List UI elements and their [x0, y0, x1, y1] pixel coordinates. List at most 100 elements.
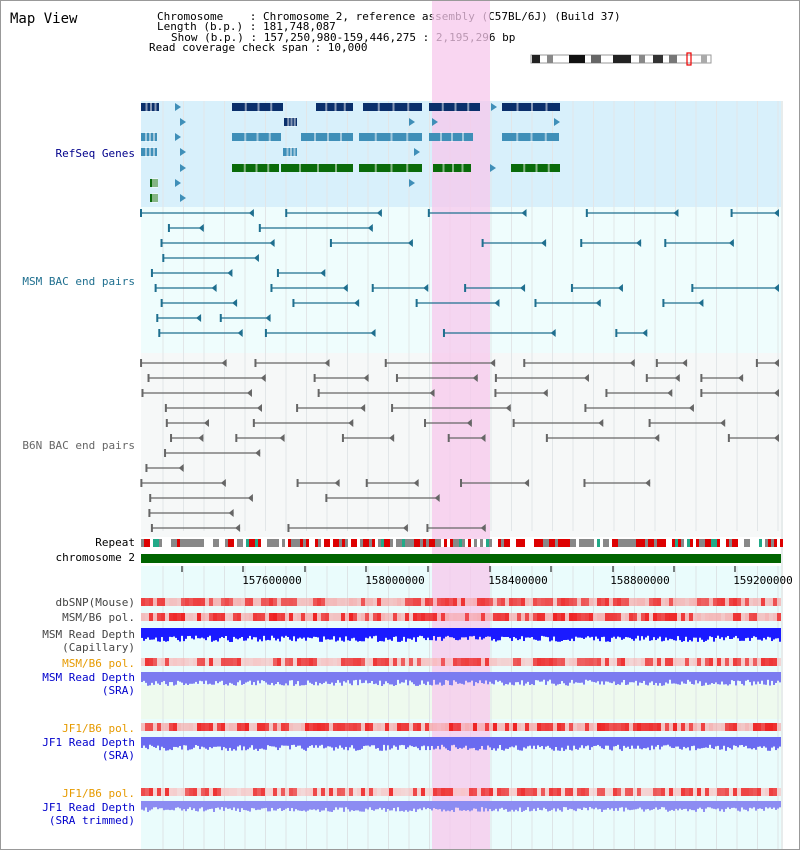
heat-cell — [741, 658, 745, 666]
gene-arrow — [180, 118, 186, 126]
heat-cell — [361, 723, 365, 731]
msm-read-depth-sra-label[interactable]: MSM Read Depth — [42, 671, 135, 684]
heat-cell — [177, 788, 181, 796]
msm-depth-capillary-bar — [763, 628, 765, 638]
heat-cell — [229, 723, 233, 731]
refseq-genes-label[interactable]: RefSeq Genes — [55, 147, 135, 160]
heat-cell — [485, 788, 489, 796]
repeat-element — [333, 539, 336, 547]
heat-cell — [621, 723, 625, 731]
heat-cell — [157, 723, 161, 731]
jf1-depth-trimmed-bar — [383, 801, 385, 809]
jf1-depth-sra-bar — [299, 737, 301, 746]
jf1-read-depth-sra-label[interactable]: JF1 Read Depth — [42, 736, 135, 749]
msm-depth-capillary-bar — [143, 628, 145, 641]
jf1-depth-sra-bar — [451, 737, 453, 746]
jf1-depth-sra-bar — [201, 737, 203, 747]
msm-b6-pol-sra-label[interactable]: MSM/B6 pol. — [62, 657, 135, 670]
jf1-depth-trimmed-bar — [561, 801, 563, 812]
heat-cell — [761, 658, 765, 666]
msm-depth-sra-bar — [701, 672, 703, 686]
repeat-label[interactable]: Repeat — [95, 536, 135, 549]
heat-cell — [549, 788, 553, 796]
heat-cell — [717, 723, 721, 731]
jf1-read-depth-trimmed-label[interactable]: JF1 Read Depth — [42, 801, 135, 814]
repeat-element — [639, 539, 642, 547]
msm-depth-capillary-bar — [723, 628, 725, 641]
heat-cell — [177, 658, 181, 666]
heat-cell — [365, 788, 369, 796]
msm-depth-capillary-bar — [561, 628, 563, 641]
msm-depth-sra-bar — [281, 672, 283, 686]
repeat-element — [330, 539, 333, 547]
heat-cell — [433, 658, 437, 666]
msm-depth-capillary-bar — [631, 628, 633, 640]
msm-depth-sra-bar — [725, 672, 727, 685]
heat-cell — [537, 723, 541, 731]
jf1-depth-trimmed-bar — [587, 801, 589, 811]
msm-depth-sra-bar — [371, 672, 373, 682]
heat-cell — [369, 788, 373, 796]
msm-depth-capillary-bar — [527, 628, 529, 638]
b6n-bac-label[interactable]: B6N BAC end pairs — [22, 439, 135, 452]
msm-depth-sra-bar — [541, 672, 543, 682]
heat-cell — [373, 658, 377, 666]
repeat-element — [507, 539, 510, 547]
msm-depth-sra-bar — [249, 672, 251, 681]
jf1-depth-sra-bar — [405, 737, 407, 749]
jf1-b6-pol-label[interactable]: JF1/B6 pol. — [62, 722, 135, 735]
repeat-element — [408, 539, 411, 547]
heat-cell — [261, 613, 265, 621]
chromosome-label[interactable]: chromosome 2 — [55, 551, 135, 564]
jf1-depth-trimmed-bar — [407, 801, 409, 812]
heat-cell — [641, 723, 645, 731]
jf1-depth-sra-bar — [317, 737, 319, 748]
jf1-depth-sra-bar — [463, 737, 465, 748]
repeat-element — [171, 539, 174, 547]
gene-intron — [377, 102, 380, 112]
jf1-depth-sra-bar — [477, 737, 479, 751]
heat-cell — [441, 788, 445, 796]
jf1-b6-pol-2-label[interactable]: JF1/B6 pol. — [62, 787, 135, 800]
jf1-depth-sra-bar — [235, 737, 237, 751]
jf1-depth-sra-bar — [363, 737, 365, 747]
msm-depth-capillary-bar — [345, 628, 347, 637]
jf1-depth-trimmed-bar — [531, 801, 533, 811]
msm-depth-sra-bar — [309, 672, 311, 683]
repeat-element — [381, 539, 384, 547]
jf1-depth-trimmed-bar — [287, 801, 289, 808]
msm-depth-capillary-bar — [327, 628, 329, 640]
repeat-element — [717, 539, 720, 547]
jf1-depth-sra-bar — [625, 737, 627, 748]
jf1-depth-trimmed-bar — [709, 801, 711, 808]
msm-depth-capillary-bar — [185, 628, 187, 639]
jf1-depth-trimmed-bar — [547, 801, 549, 812]
msm-read-depth-capillary-label[interactable]: MSM Read Depth — [42, 628, 135, 641]
jf1-depth-sra-bar — [777, 737, 779, 749]
msm-depth-sra-bar — [571, 672, 573, 680]
msm-depth-capillary-bar — [727, 628, 729, 636]
jf1-depth-trimmed-bar — [779, 801, 781, 808]
jf1-depth-sra-bar — [339, 737, 341, 746]
heat-cell — [249, 788, 253, 796]
jf1-depth-sra-bar — [565, 737, 567, 750]
b6n-bac-pair-end — [260, 374, 266, 382]
heat-cell — [341, 658, 345, 666]
jf1-depth-sra-bar — [401, 737, 403, 745]
heat-cell — [173, 658, 177, 666]
msm-bac-label[interactable]: MSM BAC end pairs — [22, 275, 135, 288]
heat-cell — [709, 598, 713, 606]
msm-depth-capillary-bar — [611, 628, 613, 638]
msm-b6-pol-label[interactable]: MSM/B6 pol. — [62, 611, 135, 624]
msm-depth-capillary-bar — [489, 628, 491, 637]
dbsnp-label[interactable]: dbSNP(Mouse) — [55, 596, 135, 609]
msm-depth-capillary-bar — [187, 628, 189, 637]
jf1-depth-sra-bar — [681, 737, 683, 750]
jf1-depth-sra-bar — [507, 737, 509, 749]
jf1-depth-sra-bar — [425, 737, 427, 751]
msm-bac-pair-end — [292, 299, 295, 307]
heat-cell — [165, 788, 169, 796]
repeat-element — [537, 539, 540, 547]
gene-arrow — [432, 118, 438, 126]
